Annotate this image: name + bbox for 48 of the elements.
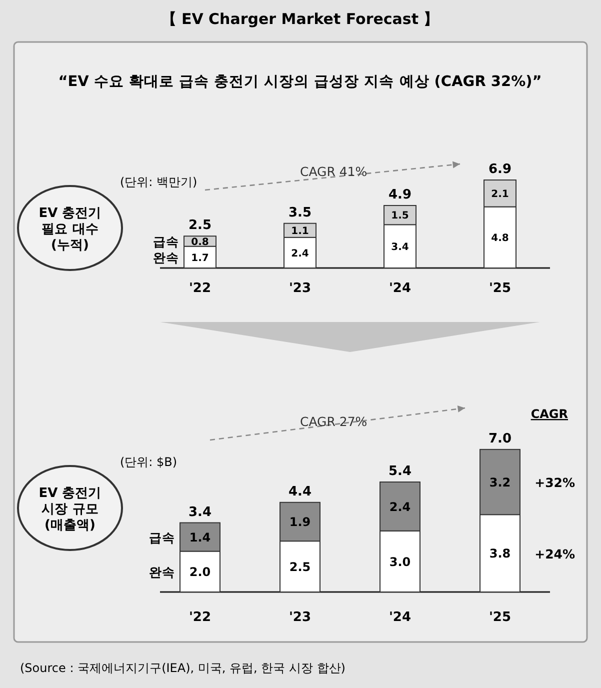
annotation: (단위: 백만기) xyxy=(120,175,198,189)
data-label: 3.8 xyxy=(489,546,511,561)
series-label: 급속 xyxy=(153,234,179,250)
chart-title: 【 EV Charger Market Forecast 】 xyxy=(161,10,439,28)
x-tick-label: '24 xyxy=(388,610,412,625)
data-label: 2.0 xyxy=(189,564,211,579)
data-label: 2.4 xyxy=(389,500,411,514)
series-label: 완속 xyxy=(153,250,179,266)
x-tick-label: '25 xyxy=(488,610,512,625)
x-tick-label: '23 xyxy=(288,281,312,296)
text: (Source : 국제에너지기구(IEA), 미국, 유럽, 한국 시장 합산) xyxy=(20,661,346,675)
total-label: 6.9 xyxy=(488,162,512,177)
text: CAGR 27% xyxy=(300,414,368,429)
total-label: 3.4 xyxy=(188,504,212,520)
annotation: (단위: $B) xyxy=(120,455,178,469)
total-label: 4.4 xyxy=(288,484,312,500)
y-axis-title: EV 충전기 필요 대수 (누적) xyxy=(38,206,102,253)
data-label: 2.5 xyxy=(289,560,311,574)
data-label: 0.8 xyxy=(191,236,209,248)
data-label: 3.2 xyxy=(489,475,511,490)
total-label: 7.0 xyxy=(488,431,512,446)
series-label: 급속 xyxy=(149,530,175,546)
data-label: 1.5 xyxy=(391,210,409,222)
x-tick-label: '23 xyxy=(288,610,312,625)
x-tick-label: '22 xyxy=(188,610,212,625)
data-label: 1.4 xyxy=(189,530,211,544)
data-label: 1.7 xyxy=(191,252,209,264)
total-label: 4.9 xyxy=(388,188,412,203)
data-label: 2.1 xyxy=(491,188,509,200)
total-label: 2.5 xyxy=(188,218,212,234)
x-tick-label: '22 xyxy=(188,281,212,296)
data-label: 4.8 xyxy=(491,232,509,244)
data-label: 1.9 xyxy=(289,515,311,530)
text: CAGR xyxy=(530,407,568,421)
data-label: 1.1 xyxy=(291,226,309,237)
y-axis-title: EV 충전기 시장 규모 (매출액) xyxy=(38,486,102,533)
chart-subtitle: “EV 수요 확대로 급속 충전기 시장의 급성장 지속 예상 (CAGR 32%)” xyxy=(58,74,542,90)
total-label: 3.5 xyxy=(288,205,312,220)
x-tick-label: '24 xyxy=(388,281,412,296)
x-tick-label: '25 xyxy=(488,281,512,296)
data-label: 3.4 xyxy=(391,242,409,253)
series-label: 완속 xyxy=(149,564,175,580)
annotation: +32% xyxy=(534,475,576,490)
text: CAGR 41% xyxy=(300,164,368,179)
total-label: 5.4 xyxy=(388,464,412,480)
data-label: 3.0 xyxy=(389,554,411,569)
annotation: +24% xyxy=(534,546,576,562)
data-label: 2.4 xyxy=(291,248,309,260)
